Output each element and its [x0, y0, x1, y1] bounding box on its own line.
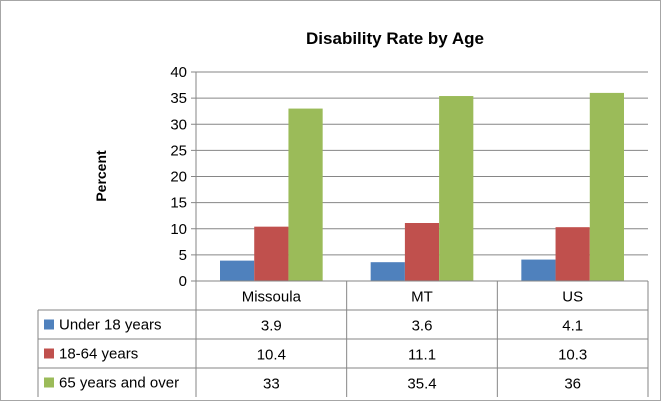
category-label: Missoula: [242, 289, 302, 306]
y-tick-label: 35: [170, 90, 187, 107]
data-label: 10.3: [558, 347, 587, 364]
data-label: 36: [564, 376, 581, 393]
y-tick-label: 15: [170, 195, 187, 212]
y-tick-label: 40: [170, 64, 187, 81]
bar: [254, 226, 289, 281]
y-tick-label: 0: [179, 273, 187, 290]
bars: [220, 92, 624, 282]
data-label: 3.6: [412, 318, 433, 335]
legend-key: [44, 377, 54, 388]
bar: [439, 96, 474, 281]
y-tick-label: 5: [179, 247, 187, 264]
legend-key: [44, 348, 54, 359]
y-tick-label: 10: [170, 221, 187, 238]
legend-label: 18-64 years: [59, 346, 138, 363]
data-label: 10.4: [257, 347, 286, 364]
bar: [555, 227, 590, 281]
y-tick-label: 25: [170, 142, 187, 159]
bar: [589, 92, 624, 282]
data-label: 33: [263, 376, 280, 393]
data-label: 4.1: [562, 318, 583, 335]
y-tick-label: 30: [170, 116, 187, 133]
category-label: US: [562, 289, 583, 306]
legend-key: [44, 319, 54, 330]
data-label: 11.1: [408, 347, 436, 364]
legend-label: 65 years and over: [59, 375, 179, 392]
y-tick-label: 20: [170, 169, 187, 186]
bar: [404, 223, 440, 281]
axes: 0 5 10 15 20 25 30 35 40: [170, 64, 197, 290]
data-label: 3.9: [261, 318, 282, 335]
category-label: MT: [411, 289, 433, 306]
data-table: Missoula MT US Under 18 years 3.9 3.6 4.1 18-64…: [37, 280, 649, 397]
y-axis-label: Percent: [93, 150, 109, 202]
data-label: 35.4: [407, 376, 436, 393]
bar: [220, 260, 255, 281]
bar: [288, 108, 323, 281]
bar: [521, 259, 556, 281]
bar: [370, 262, 405, 281]
legend-label: Under 18 years: [59, 317, 162, 334]
chart-title: Disability Rate by Age: [306, 29, 484, 48]
